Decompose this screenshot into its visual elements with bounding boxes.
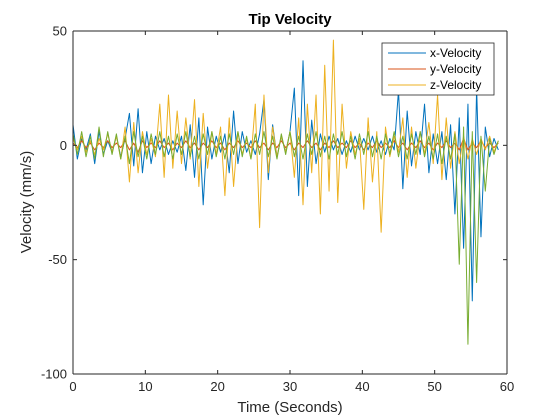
y-axis-label: Velocity (mm/s) [18,151,35,254]
legend-label: z-Velocity [430,78,481,92]
legend-label: y-Velocity [430,62,481,76]
x-axis-label: Time (Seconds) [237,399,342,416]
series-line-3 [72,126,499,345]
y-tick-label: -100 [41,367,67,382]
x-tick-label: 0 [69,379,76,394]
ticks-group: 0 10 20 30 40 50 60 -100 -50 0 50 [41,24,514,395]
x-tick-label: 10 [138,379,152,394]
legend-entries: x-Velocity y-Velocity z-Velocity [388,46,481,92]
series-group [72,39,499,345]
x-tick-label: 20 [210,379,224,394]
y-tick-label: 50 [53,24,67,39]
legend-label: x-Velocity [430,46,481,60]
x-tick-label: 60 [500,379,514,394]
legend: x-Velocity y-Velocity z-Velocity [381,42,495,96]
y-tick-label: -50 [48,252,67,267]
x-tick-label: 40 [355,379,369,394]
chart-title: Tip Velocity [248,11,332,28]
x-tick-label: 50 [427,379,441,394]
y-tick-label: 0 [60,138,67,153]
x-tick-label: 30 [283,379,297,394]
